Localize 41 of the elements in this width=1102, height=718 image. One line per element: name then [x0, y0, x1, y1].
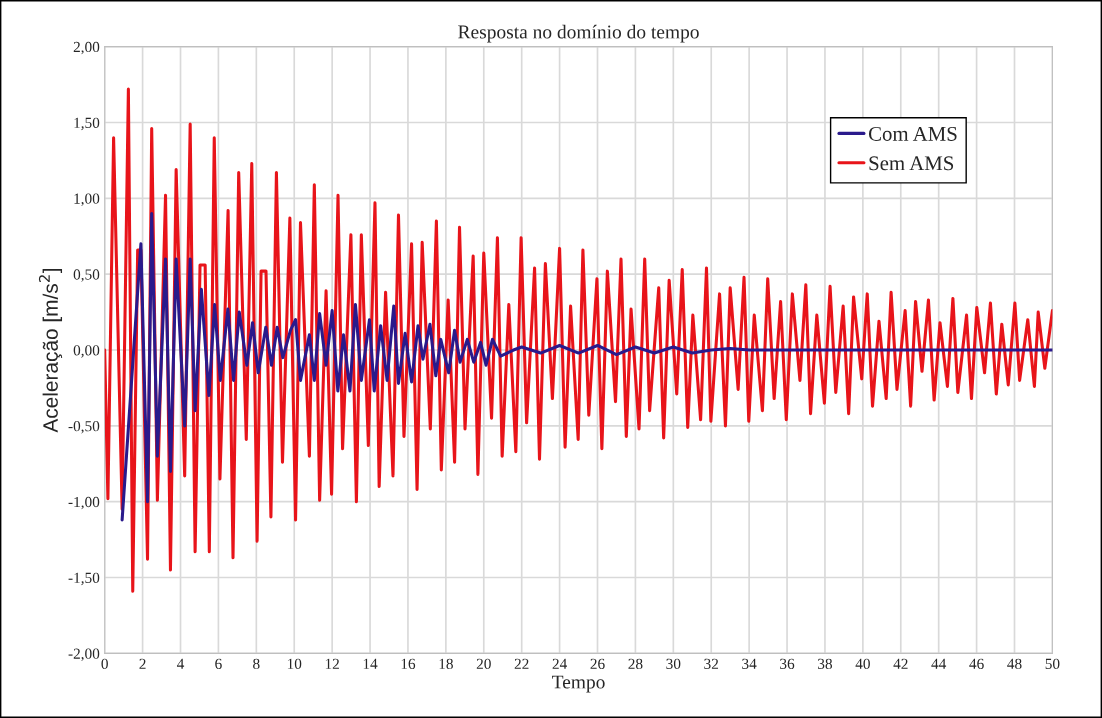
x-tick-label: 10	[287, 658, 302, 669]
x-tick-label: 44	[931, 658, 947, 669]
x-tick-label: 2	[139, 658, 146, 669]
x-tick-label: 14	[363, 658, 378, 669]
y-tick-label: 1,50	[74, 117, 100, 131]
x-tick-label: 34	[742, 658, 757, 669]
x-tick-label: 42	[893, 658, 908, 669]
x-tick-label: 6	[215, 658, 222, 669]
x-tick-label: 20	[476, 658, 491, 669]
y-tick-label: 1,00	[74, 193, 100, 206]
legend-label: Sem AMS	[869, 156, 954, 171]
x-tick-label: 18	[439, 658, 453, 669]
x-tick-label: 4	[176, 658, 185, 669]
x-tick-label: 46	[969, 658, 984, 669]
x-tick-label: 48	[1007, 658, 1022, 669]
x-axis-title: Tempo	[552, 675, 605, 693]
x-tick-label: 32	[704, 658, 719, 669]
x-tick-label: 0	[101, 658, 108, 669]
y-tick-label: 0,50	[73, 269, 100, 282]
x-tick-label: 22	[514, 658, 529, 669]
x-tick-label: 8	[253, 658, 260, 669]
x-tick-label: 36	[780, 658, 795, 669]
y-tick-label: -2,00	[68, 648, 100, 662]
y-tick-label: 0,00	[73, 345, 100, 358]
line-series	[120, 211, 1053, 522]
y-tick-label: -1,50	[68, 572, 100, 586]
x-tick-label: 28	[628, 658, 643, 669]
x-tick-label: 24	[552, 658, 567, 669]
x-tick-label: 16	[401, 658, 416, 669]
legend-label: Com AMS	[868, 126, 957, 141]
y-tick-label: -0,50	[68, 421, 100, 434]
y-tick-label: 2,00	[73, 41, 100, 55]
chart-title: Resposta no domínio do tempo	[458, 24, 699, 43]
y-axis-title: Aceleração [m/s$^{2}$]	[38, 268, 63, 433]
x-tick-label: 30	[666, 658, 681, 669]
x-tick-label: 38	[818, 658, 833, 669]
x-tick-label: 12	[325, 658, 339, 669]
x-tick-label: 50	[1045, 658, 1060, 669]
y-tick-label: -1,00	[68, 496, 100, 510]
x-tick-label: 26	[590, 658, 605, 669]
x-tick-label: 40	[855, 658, 870, 669]
